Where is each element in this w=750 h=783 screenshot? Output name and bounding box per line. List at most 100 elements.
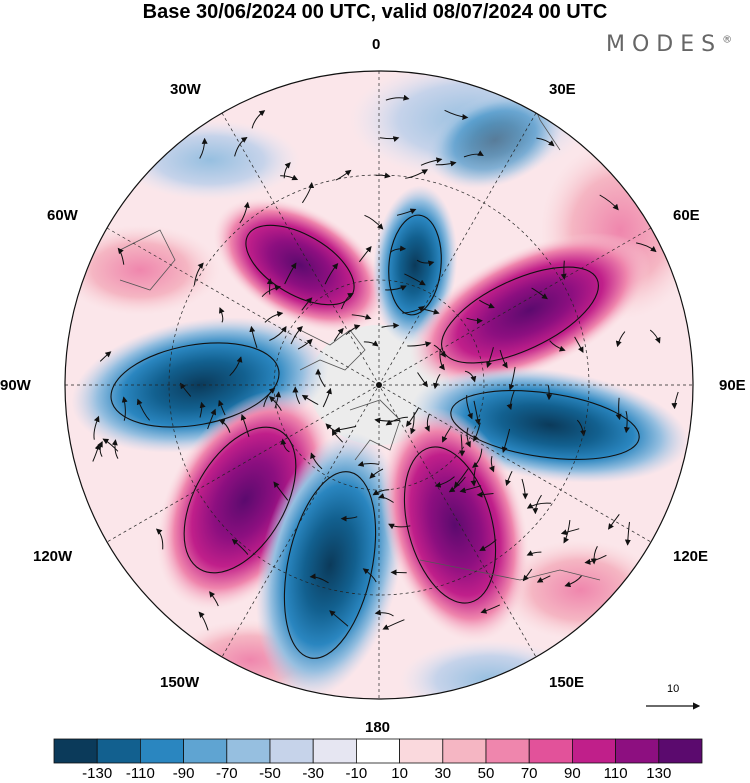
streamline-arrow [488,455,495,473]
streamline-arrow [332,429,344,443]
streamline-arrow [472,448,483,468]
colorbar-tick-label: -70 [215,765,238,782]
streamline-arrow [372,489,390,496]
streamline-arrow [357,460,380,467]
streamline-arrow [309,573,329,584]
streamline-arrow [410,411,416,435]
streamline-arrow [459,434,466,457]
colorbar-swatch [485,738,530,764]
streamline-arrow [209,591,219,607]
streamline-arrow [231,538,249,555]
streamline-arrow [345,324,361,335]
streamline-arrow [385,285,407,291]
streamline-arrow [388,523,411,530]
streamline-arrow [93,415,100,440]
streamline-arrow [301,182,315,204]
streamline-arrow [362,568,377,583]
colorbar-tick-label: -90 [172,765,195,782]
streamline-arrow [340,515,358,522]
colorbar-swatch [442,738,487,764]
lon-label-120e: 120E [673,548,709,565]
lon-label-0: 0 [372,36,381,53]
streamline-arrow [364,214,384,230]
streamline-arrow [444,109,469,121]
streamline-arrow [193,262,204,285]
streamline-arrow [501,428,511,453]
streamline-arrow [121,396,128,421]
colorbar-tick-label: -110 [125,765,155,782]
streamline-arrow [274,391,282,409]
brand-mark: ® [722,34,733,46]
streamline-arrow [229,356,243,377]
streamline-arrow [374,609,394,617]
streamline-arrow [268,396,282,411]
streamline-arrow [404,273,426,286]
colorbar-tick-label: -130 [82,765,113,782]
streamline-arrow [499,349,508,369]
lon-label-60w: 60W [47,207,78,224]
streamline-arrow [218,399,226,416]
streamline-arrow [97,441,103,457]
streamline-arrow [385,94,410,101]
streamline-arrow [590,546,598,565]
streamline-arrow [536,575,551,583]
streamline-arrow [536,137,555,147]
streamline-arrow [464,370,477,383]
streamline-arrow [369,468,384,479]
streamline-arrow [199,401,206,418]
streamline-arrow [506,390,515,411]
streamline-arrow [382,619,405,630]
streamline-arrow [273,481,289,501]
colorbar-swatch [399,738,444,764]
streamline-arrow [396,208,417,216]
lon-label-180: 180 [365,719,391,736]
streamline-arrow [99,351,112,362]
lon-label-90e: 90E [719,377,746,394]
colorbar-swatch [183,738,228,764]
colorbar-swatch [355,738,400,764]
colorbar-tick-label: 70 [520,765,538,782]
streamline-arrow [264,311,284,323]
streamline-arrow [102,438,119,452]
colorbar-tick-label: 110 [603,765,628,782]
streamline-arrow [136,398,150,421]
streamline-arrow [432,373,441,390]
lon-label-150e: 150E [549,674,585,691]
streamline-arrow [335,169,352,181]
streamline-arrow [420,157,443,166]
streamline-arrow [239,201,250,224]
streamline-arrow [266,278,273,295]
streamline-arrow [341,293,354,310]
colorbar-swatch [139,738,184,764]
streamline-arrow [466,317,483,324]
streamline-arrow [549,340,566,352]
streamline-arrow [521,478,529,500]
streamline-arrow [179,382,192,397]
lon-label-90w: 90W [0,377,31,394]
streamline-arrow [465,427,471,448]
colorbar-swatch [528,738,573,764]
colorbar-swatch [53,738,98,764]
streamline-arrow [381,322,400,329]
streamline-arrow [574,336,584,353]
streamline-arrow [290,326,303,345]
streamline-arrow [441,427,452,443]
brand-logo: MODES® [606,32,732,57]
streamline-arrow [623,410,630,434]
streamline-arrow [297,338,313,350]
streamline-arrow [522,568,533,582]
streamline-arrow [389,245,407,253]
streamline-arrow [563,520,571,544]
streamline-arrow [407,341,432,348]
streamline-arrow [284,262,297,285]
streamline-arrow [351,313,372,320]
lon-label-150w: 150W [160,674,200,691]
colorbar-tick-label: 90 [564,765,581,782]
streamline-arrow [424,413,430,432]
streamline-arrow [378,493,394,503]
streamline-arrow [322,387,332,408]
streamline-arrow [480,604,501,614]
streamline-arrow [564,575,582,588]
streamline-arrow [263,387,276,407]
